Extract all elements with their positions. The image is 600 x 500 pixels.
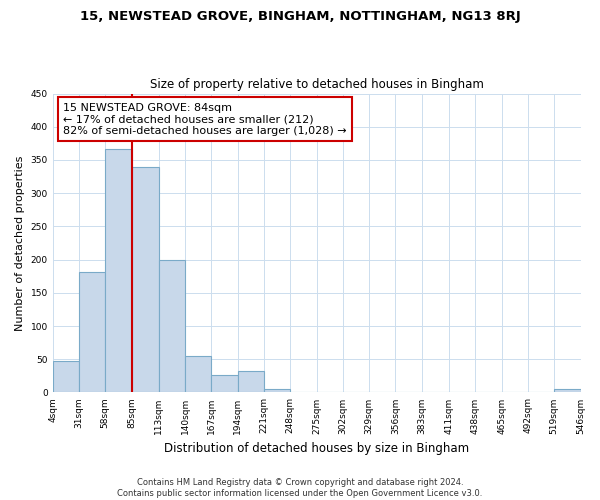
- Bar: [53, 361, 79, 392]
- Bar: [185, 356, 211, 393]
- Y-axis label: Number of detached properties: Number of detached properties: [15, 156, 25, 330]
- Bar: [159, 260, 185, 392]
- Bar: [211, 375, 238, 392]
- Title: Size of property relative to detached houses in Bingham: Size of property relative to detached ho…: [149, 78, 484, 91]
- X-axis label: Distribution of detached houses by size in Bingham: Distribution of detached houses by size …: [164, 442, 469, 455]
- Bar: [264, 389, 290, 392]
- Text: 15 NEWSTEAD GROVE: 84sqm
← 17% of detached houses are smaller (212)
82% of semi-: 15 NEWSTEAD GROVE: 84sqm ← 17% of detach…: [63, 102, 347, 136]
- Text: Contains HM Land Registry data © Crown copyright and database right 2024.
Contai: Contains HM Land Registry data © Crown c…: [118, 478, 482, 498]
- Bar: [238, 370, 264, 392]
- Bar: [105, 148, 131, 392]
- Bar: [554, 389, 581, 392]
- Bar: [131, 168, 159, 392]
- Text: 15, NEWSTEAD GROVE, BINGHAM, NOTTINGHAM, NG13 8RJ: 15, NEWSTEAD GROVE, BINGHAM, NOTTINGHAM,…: [80, 10, 520, 23]
- Bar: [79, 272, 105, 392]
